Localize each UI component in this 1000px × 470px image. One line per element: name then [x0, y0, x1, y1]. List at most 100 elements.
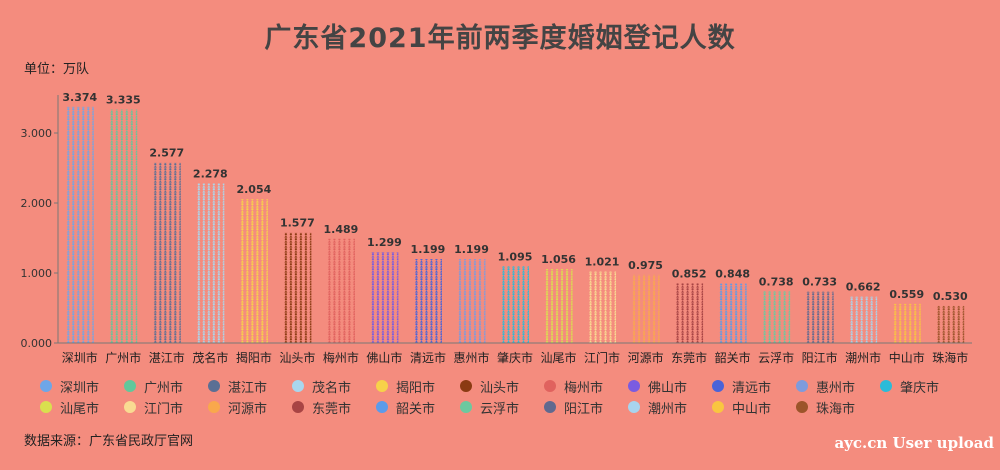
- legend-item[interactable]: 珠海市: [796, 398, 856, 417]
- bar-mark: [936, 305, 965, 343]
- legend-item[interactable]: 江门市: [124, 398, 184, 417]
- legend-swatch: [544, 380, 556, 392]
- x-tick-label: 揭阳市: [236, 350, 272, 365]
- bar-value-label: 1.299: [367, 236, 402, 249]
- watermark: ayc.cn User upload: [834, 434, 994, 452]
- bar-mark: [326, 238, 355, 343]
- legend-item[interactable]: 河源市: [208, 398, 267, 417]
- bar-value-label: 2.278: [193, 168, 228, 181]
- data-source: 数据来源：广东省民政厅官网: [24, 434, 194, 449]
- bar-2: 3.335: [106, 94, 141, 343]
- bar-8: 1.299: [367, 236, 402, 343]
- bar-mark: [239, 199, 268, 343]
- x-tick-label: 东莞市: [671, 350, 707, 365]
- bar-value-label: 0.733: [802, 276, 837, 289]
- legend-label: 茂名市: [312, 380, 352, 396]
- bar-value-label: 2.577: [149, 147, 184, 160]
- legend-item[interactable]: 梅州市: [544, 377, 604, 396]
- x-tick-label: 佛山市: [366, 350, 402, 365]
- legend-swatch: [796, 380, 808, 392]
- bar-12: 1.056: [541, 253, 576, 343]
- legend-item[interactable]: 揭阳市: [376, 377, 436, 396]
- y-tick-label: 1.000: [21, 267, 53, 280]
- x-axis: 深圳市 广州市 湛江市 茂名市 揭阳市 汕头市 梅州市 佛山市 清远市 惠州市 肇庆市 汕尾市 江门市河…: [58, 342, 972, 365]
- bar-14: 0.975: [628, 259, 663, 343]
- legend-label: 广州市: [144, 380, 184, 396]
- bar-value-label: 2.054: [236, 183, 271, 196]
- legend-swatch: [40, 401, 52, 413]
- bar-value-label: 1.199: [454, 243, 489, 256]
- legend-item[interactable]: 汕尾市: [40, 398, 99, 417]
- bar-9: 1.199: [411, 243, 445, 343]
- bar-mark: [588, 271, 617, 343]
- bar-mark: [675, 283, 704, 343]
- bar-18: 0.733: [802, 276, 837, 343]
- bar-mark: [413, 259, 442, 343]
- bar-value-label: 3.335: [106, 94, 141, 107]
- legend-item[interactable]: 清远市: [712, 377, 772, 396]
- legend-item[interactable]: 东莞市: [292, 398, 352, 417]
- legend-label: 东莞市: [312, 401, 352, 417]
- legend-item[interactable]: 惠州市: [796, 377, 855, 396]
- bar-value-label: 1.489: [324, 223, 359, 236]
- legend-label: 佛山市: [648, 380, 688, 396]
- legend-label: 清远市: [732, 380, 772, 396]
- legend-swatch: [40, 380, 52, 392]
- bar-4: 2.278: [193, 168, 228, 343]
- bar-value-label: 1.021: [585, 256, 620, 269]
- legend-swatch: [880, 380, 892, 392]
- bar-value-label: 1.577: [280, 217, 315, 230]
- legend-label: 韶关市: [396, 401, 436, 417]
- legend-swatch: [712, 380, 724, 392]
- legend-item[interactable]: 阳江市: [544, 398, 603, 417]
- legend-item[interactable]: 肇庆市: [880, 377, 939, 396]
- x-tick-label: 珠海市: [932, 350, 968, 365]
- bar-15: 0.852: [672, 267, 707, 343]
- legend-swatch: [544, 401, 556, 413]
- legend-item[interactable]: 深圳市: [40, 377, 99, 396]
- legend-item[interactable]: 广州市: [124, 377, 184, 396]
- bar-mark: [65, 106, 94, 343]
- bar-mark: [762, 291, 791, 343]
- legend-swatch: [712, 401, 724, 413]
- legend-label: 揭阳市: [396, 380, 436, 396]
- x-tick-label: 广州市: [105, 350, 141, 365]
- bar-value-label: 1.056: [541, 253, 576, 266]
- x-tick-label: 湛江市: [149, 350, 185, 365]
- x-tick-label: 中山市: [889, 350, 925, 365]
- legend-item[interactable]: 茂名市: [292, 377, 352, 396]
- bar-mark: [892, 303, 921, 343]
- legend-label: 梅州市: [564, 380, 604, 396]
- legend-item[interactable]: 中山市: [712, 398, 772, 417]
- bar-1: 3.374: [62, 91, 98, 343]
- bar-value-label: 0.852: [672, 267, 707, 280]
- bar-19: 0.662: [846, 281, 881, 343]
- bar-mark: [805, 291, 834, 343]
- bar-mark: [544, 269, 573, 343]
- legend-item[interactable]: 湛江市: [208, 377, 268, 396]
- x-tick-label: 清远市: [410, 350, 446, 365]
- legend-swatch: [460, 401, 472, 413]
- bar-mark: [109, 109, 138, 343]
- y-tick-label: 2.000: [21, 197, 53, 210]
- legend-item[interactable]: 佛山市: [628, 377, 688, 396]
- legend-label: 湛江市: [228, 380, 268, 396]
- bar-mark: [501, 266, 529, 343]
- bar-value-label: 0.738: [759, 275, 794, 288]
- x-tick-label: 潮州市: [845, 350, 881, 365]
- legend-swatch: [628, 380, 640, 392]
- legend-label: 江门市: [144, 401, 184, 417]
- bar-16: 0.848: [715, 268, 750, 343]
- legend-label: 珠海市: [816, 401, 856, 417]
- legend-swatch: [208, 401, 220, 413]
- legend-item[interactable]: 云浮市: [460, 398, 519, 417]
- legend-label: 中山市: [732, 401, 772, 417]
- bars: 3.374 3.335 2.577 2.278 2.054 1.577 1.489 1.299…: [62, 91, 968, 343]
- legend-item[interactable]: 韶关市: [376, 398, 436, 417]
- legend-item[interactable]: 潮州市: [628, 398, 687, 417]
- bar-10: 1.199: [454, 243, 489, 343]
- legend-swatch: [796, 401, 808, 413]
- legend-swatch: [124, 401, 136, 413]
- legend-item[interactable]: 汕头市: [460, 377, 519, 396]
- bar-mark: [849, 296, 878, 343]
